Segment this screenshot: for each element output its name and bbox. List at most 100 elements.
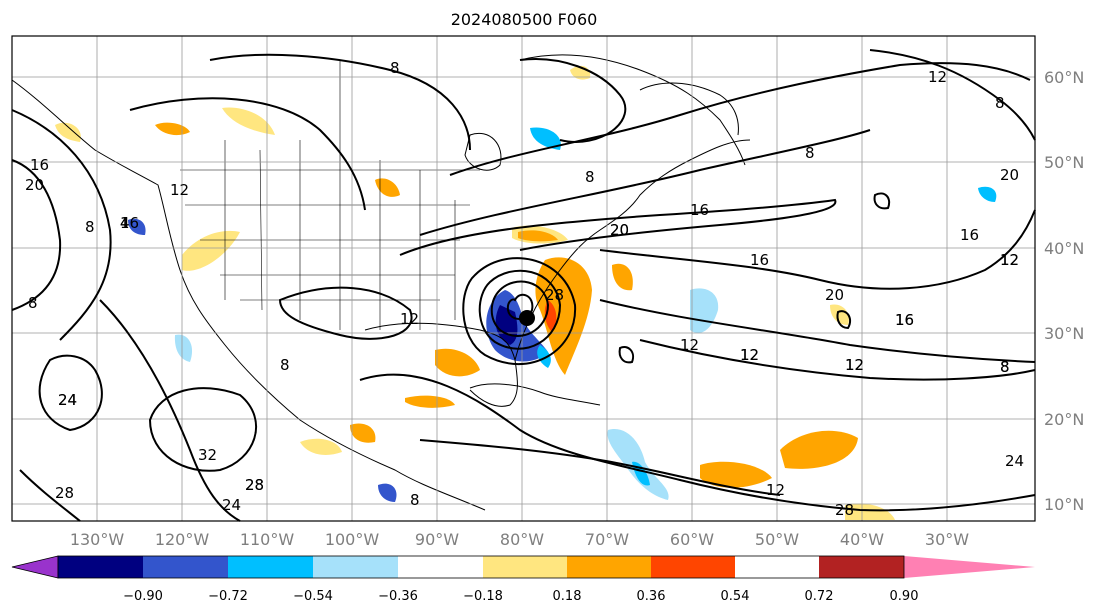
lon-label: 60°W [670, 530, 714, 549]
orange-patch [700, 461, 772, 488]
contour-12 [449, 62, 1031, 176]
contour-12-west [11, 109, 112, 341]
contour-12-south [599, 299, 1036, 363]
colorbar-tick-label: −0.18 [463, 589, 503, 604]
lat-label: 50°N [1044, 153, 1084, 172]
colorbar-ticks: −0.90 −0.72 −0.54 −0.36 −0.18 0.18 0.36 … [123, 589, 918, 604]
shaded-field [55, 65, 997, 520]
lon-label: 120°W [155, 530, 210, 549]
yellow-patch [222, 107, 275, 135]
contour-label: 28 [835, 501, 854, 519]
colorbar-segment [398, 556, 483, 578]
map-title: 2024080500 F060 [450, 10, 598, 29]
contour-label: 12 [1000, 251, 1019, 269]
colorbar-extend-right [904, 556, 1035, 578]
contour-label: 12 [400, 310, 419, 328]
contour-label: 20 [610, 221, 629, 239]
contour-8 [419, 129, 871, 236]
colorbar-segment [651, 556, 735, 578]
contour-label: 24 [1005, 452, 1024, 470]
contour-label: 12 [1000, 251, 1019, 269]
contour-label: 4 [120, 214, 130, 232]
labrador-coastline [639, 82, 739, 136]
lon-label: 30°W [925, 530, 969, 549]
lat-label: 60°N [1044, 68, 1084, 87]
contour-label: 20 [1000, 166, 1019, 184]
colorbar-tick-label: −0.90 [123, 589, 163, 604]
colorbar-segment [313, 556, 398, 578]
contour-label: 28 [245, 476, 264, 494]
orange-patch [612, 263, 633, 291]
colorbar-tick-label: 0.90 [890, 589, 919, 604]
contour-28-south [359, 373, 1036, 512]
colorbar-segment [228, 556, 313, 578]
contour-label: 12 [740, 346, 759, 364]
state-lines [224, 60, 456, 330]
contour-lines [11, 49, 1036, 522]
state-borders [180, 60, 480, 330]
contour-12-ne [869, 49, 1036, 141]
small-contour [873, 192, 891, 210]
contour-label: 8 [805, 144, 815, 162]
pacific-coastline [11, 79, 486, 511]
contour-label: 12 [170, 181, 189, 199]
lon-label: 50°W [755, 530, 799, 549]
small-contour [618, 346, 634, 364]
contour-label: 8 [85, 218, 95, 236]
contour-8-top [209, 53, 471, 151]
lat-label: 40°N [1044, 239, 1084, 258]
contour-32 [148, 387, 258, 472]
contour-label: 8 [280, 356, 290, 374]
orange-patch [155, 122, 190, 136]
storm-contour [490, 280, 550, 337]
orange-shading-storm [535, 257, 592, 375]
storm-center-marker [519, 310, 535, 326]
contour-label-group: 8 8 8 12 12 16 16 20 20 20 16 16 12 8 8 … [25, 59, 1024, 519]
lon-label: 90°W [415, 530, 459, 549]
colorbar-segment [819, 556, 904, 578]
yellow-patch [55, 122, 81, 142]
storm-contour [462, 257, 577, 366]
contour-label: 12 [845, 356, 864, 374]
lon-label: 110°W [240, 530, 295, 549]
colorbar: −0.90 −0.72 −0.54 −0.36 −0.18 0.18 0.36 … [11, 555, 1035, 604]
orange-patch [780, 430, 858, 469]
contour-label: 20 [25, 176, 44, 194]
orange-patch [350, 423, 376, 443]
contour-24-south [419, 439, 781, 496]
contour-label: 28 [545, 286, 564, 304]
yellow-patch [830, 304, 849, 325]
contour-label: 8 [585, 168, 595, 186]
lon-label: 80°W [500, 530, 544, 549]
great-lakes-outline [464, 133, 502, 171]
colorbar-tick-label: 0.18 [553, 589, 582, 604]
contour-label: 8 [995, 94, 1005, 112]
cuba-outline [469, 383, 601, 406]
hudson-coastline [519, 54, 746, 166]
yellow-patch [182, 230, 240, 271]
gridlines [12, 36, 1035, 521]
contour-label: 16 [750, 251, 769, 269]
contour-label: 16 [30, 156, 49, 174]
small-contour [836, 310, 852, 330]
contour-label: 12 [740, 346, 759, 364]
yellow-patch [845, 503, 895, 520]
contour-8-south [639, 339, 1036, 381]
contour-label: 20 [610, 221, 629, 239]
colorbar-tick-label: 0.54 [721, 589, 750, 604]
lat-label: 20°N [1044, 410, 1084, 429]
lightblue-patch [174, 334, 193, 362]
latitude-labels: 60°N 50°N 40°N 30°N 20°N 10°N [1044, 68, 1084, 514]
contour-label: 20 [825, 286, 844, 304]
contour-label: 8 [410, 491, 420, 509]
contour-label: 12 [928, 68, 947, 86]
contour-label: 16 [690, 201, 709, 219]
colorbar-segment [567, 556, 651, 578]
contour-label: 32 [198, 446, 217, 464]
blue-patch [378, 483, 397, 502]
map-area [12, 36, 1035, 521]
blue-patch [128, 218, 146, 235]
lat-label: 30°N [1044, 324, 1084, 343]
colorbar-tick-label: −0.72 [208, 589, 248, 604]
